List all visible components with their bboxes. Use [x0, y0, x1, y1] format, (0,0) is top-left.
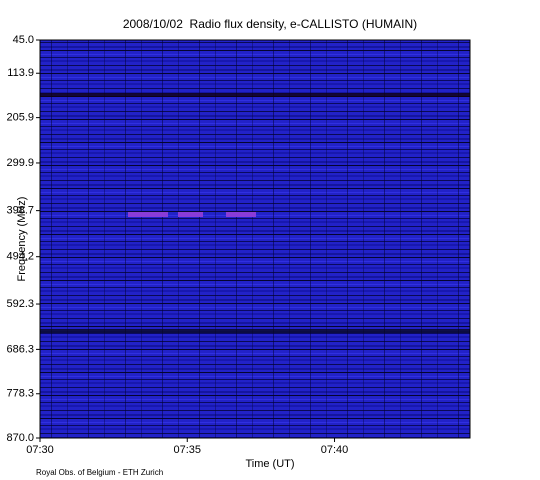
- y-tick-label: 45.0: [13, 34, 34, 46]
- spectrogram-band: [40, 329, 470, 333]
- spectrogram-feature: [178, 212, 203, 217]
- y-tick-label: 592.3: [6, 298, 34, 310]
- y-axis-label: Frequency (MHz): [16, 197, 28, 282]
- y-tick-label: 299.9: [6, 157, 34, 169]
- spectrogram: [40, 40, 470, 438]
- y-tick-label: 778.3: [6, 388, 34, 400]
- y-tick-label: 113.9: [7, 67, 34, 79]
- y-tick-label: 494.2: [6, 251, 34, 263]
- x-tick-label: 07:30: [26, 444, 54, 456]
- y-tick-label: 870.0: [6, 432, 34, 444]
- chart-title: 2008/10/02 Radio flux density, e-CALLIST…: [123, 17, 417, 31]
- spectrogram-feature: [128, 212, 168, 217]
- spectrogram-band: [40, 93, 470, 97]
- y-tick-label: 205.9: [6, 112, 34, 124]
- x-tick-label: 07:40: [321, 444, 349, 456]
- x-axis-label: Time (UT): [245, 458, 294, 470]
- spectrogram-texture: [40, 40, 470, 438]
- y-tick-label: 398.7: [6, 205, 34, 217]
- y-tick-label: 686.3: [6, 343, 34, 355]
- plot-frame: [39, 39, 471, 439]
- x-tick-label: 07:35: [173, 444, 201, 456]
- credit: Royal Obs. of Belgium - ETH Zurich: [36, 468, 163, 477]
- spectrogram-feature: [226, 212, 256, 217]
